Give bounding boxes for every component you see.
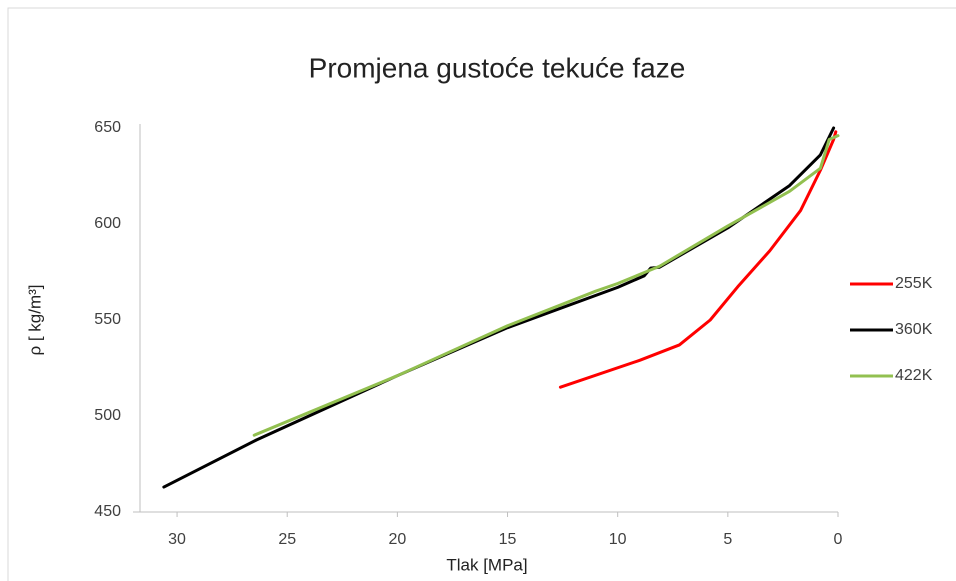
x-tick-label: 20 <box>388 531 406 548</box>
chart-frame <box>7 7 956 581</box>
y-tick-label: 650 <box>94 119 121 136</box>
x-tick-label: 10 <box>609 531 627 548</box>
series-line <box>162 126 836 489</box>
x-tick-label: 30 <box>168 531 186 548</box>
y-tick-label: 550 <box>94 311 121 328</box>
x-tick-label: 15 <box>499 531 517 548</box>
y-tick-label: 600 <box>94 215 121 232</box>
legend-label: 255K <box>895 275 933 292</box>
y-tick-label: 450 <box>94 503 121 520</box>
x-axis-title: Tlak [MPa] <box>446 555 527 574</box>
legend-label: 360K <box>895 321 933 338</box>
y-axis-title: ρ [ kg/m³] <box>25 284 44 355</box>
series-line <box>252 134 840 437</box>
y-tick-label: 500 <box>94 407 121 424</box>
legend-label: 422K <box>895 367 933 384</box>
x-tick-label: 0 <box>834 531 843 548</box>
x-tick-label: 25 <box>278 531 296 548</box>
x-tick-label: 5 <box>723 531 732 548</box>
chart-title: Promjena gustoće tekuće faze <box>309 52 686 83</box>
series-line <box>558 130 838 389</box>
